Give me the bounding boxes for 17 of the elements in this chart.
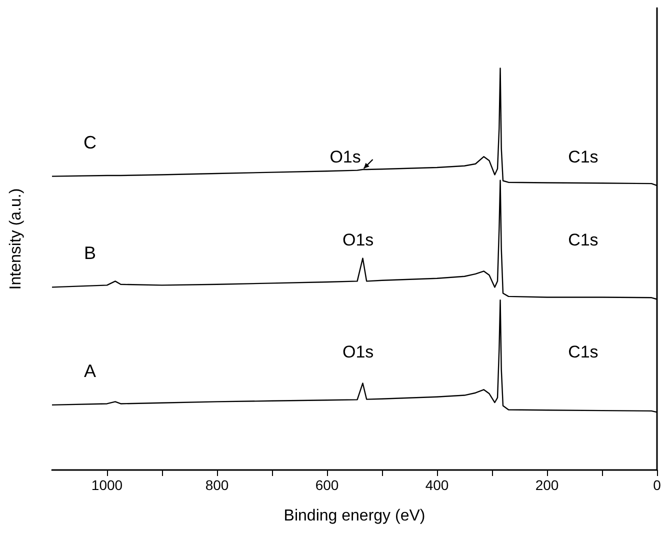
series-label: C (84, 132, 96, 152)
annotation: O1s (342, 342, 374, 362)
x-tick-label: 400 (425, 477, 449, 493)
annotation: O1s (342, 230, 374, 250)
x-tick-label: 600 (315, 477, 339, 493)
y-axis-title: Intensity (a.u.) (8, 188, 24, 290)
x-tick-label: 0 (653, 477, 662, 493)
annotation: C1s (568, 342, 598, 362)
series-label: B (84, 243, 96, 264)
x-tick-label: 800 (205, 477, 229, 493)
annotation: O1s (330, 148, 361, 167)
annotation: C1s (568, 230, 598, 250)
series-label: A (84, 360, 96, 381)
x-axis-title: Binding energy (eV) (284, 508, 426, 524)
annotation: C1s (568, 148, 598, 167)
x-tick-label: 1000 (91, 477, 123, 493)
x-tick-label: 200 (535, 477, 559, 493)
